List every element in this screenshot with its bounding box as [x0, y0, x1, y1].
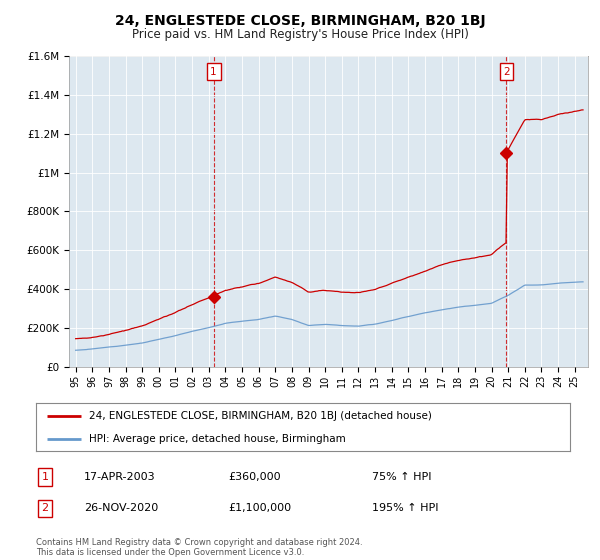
Text: £360,000: £360,000	[228, 472, 281, 482]
Text: 2: 2	[41, 503, 49, 514]
Text: 195% ↑ HPI: 195% ↑ HPI	[372, 503, 439, 514]
Text: 75% ↑ HPI: 75% ↑ HPI	[372, 472, 431, 482]
Text: Contains HM Land Registry data © Crown copyright and database right 2024.
This d: Contains HM Land Registry data © Crown c…	[36, 538, 362, 557]
Text: 24, ENGLESTEDE CLOSE, BIRMINGHAM, B20 1BJ: 24, ENGLESTEDE CLOSE, BIRMINGHAM, B20 1B…	[115, 14, 485, 28]
Text: 1: 1	[210, 67, 217, 77]
Text: 17-APR-2003: 17-APR-2003	[84, 472, 155, 482]
Text: £1,100,000: £1,100,000	[228, 503, 291, 514]
Text: 1: 1	[41, 472, 49, 482]
Text: 26-NOV-2020: 26-NOV-2020	[84, 503, 158, 514]
Text: HPI: Average price, detached house, Birmingham: HPI: Average price, detached house, Birm…	[89, 434, 346, 444]
Text: Price paid vs. HM Land Registry's House Price Index (HPI): Price paid vs. HM Land Registry's House …	[131, 28, 469, 41]
Text: 24, ENGLESTEDE CLOSE, BIRMINGHAM, B20 1BJ (detached house): 24, ENGLESTEDE CLOSE, BIRMINGHAM, B20 1B…	[89, 411, 432, 421]
Text: 2: 2	[503, 67, 510, 77]
